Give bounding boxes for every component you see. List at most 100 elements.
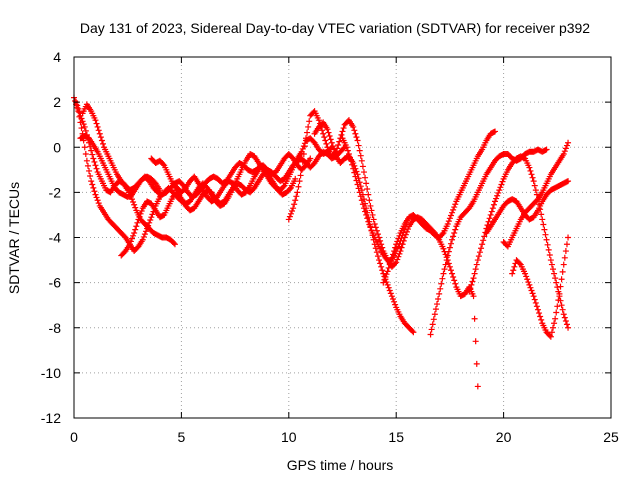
data-point-marker — [147, 217, 154, 224]
data-point-marker — [307, 155, 314, 162]
data-point-marker — [369, 211, 376, 218]
data-point-marker — [548, 261, 555, 268]
data-point-marker — [285, 216, 292, 223]
data-point-marker — [450, 206, 457, 213]
y-tick-label: -2 — [49, 184, 62, 200]
data-point-marker — [367, 202, 374, 209]
grid-lines — [74, 57, 611, 418]
data-point-marker — [89, 151, 96, 158]
data-point-marker — [542, 231, 549, 238]
data-point-marker — [473, 261, 480, 268]
data-point-marker — [291, 201, 298, 208]
data-point-marker — [137, 210, 144, 217]
data-point-marker — [452, 226, 459, 233]
data-point-marker — [526, 164, 533, 171]
data-point-marker — [561, 314, 568, 321]
data-point-marker — [523, 273, 530, 280]
data-point-marker — [362, 208, 369, 215]
data-point-marker — [395, 253, 402, 260]
data-point-marker — [319, 127, 326, 134]
data-point-marker — [384, 268, 391, 275]
data-point-marker — [356, 189, 363, 196]
x-axis-tick-labels: 0 5 10 15 20 25 — [70, 429, 619, 445]
data-point-marker — [427, 331, 434, 338]
data-point-marker — [543, 236, 550, 243]
data-point-marker — [393, 241, 400, 248]
data-point-marker — [533, 303, 540, 310]
data-point-marker — [439, 275, 446, 282]
data-point-marker — [525, 279, 532, 286]
data-point-marker — [94, 197, 101, 204]
data-point-marker — [293, 193, 300, 200]
data-point-marker — [351, 127, 358, 134]
data-point-marker — [558, 302, 565, 309]
data-point-marker — [531, 296, 538, 303]
data-point-marker — [490, 201, 497, 208]
data-point-marker — [479, 241, 486, 248]
data-point-marker — [339, 128, 346, 135]
data-point-marker — [440, 245, 447, 252]
data-point-marker — [471, 315, 478, 322]
data-point-marker — [530, 178, 537, 185]
data-point-marker — [301, 143, 308, 150]
data-point-marker — [450, 233, 457, 240]
data-point-marker — [380, 279, 387, 286]
y-tick-label: 0 — [53, 139, 61, 155]
data-point-marker — [447, 240, 454, 247]
data-point-marker — [374, 231, 381, 238]
data-point-marker — [522, 270, 529, 277]
data-point-marker — [429, 321, 436, 328]
data-point-marker — [530, 293, 537, 300]
data-point-marker — [138, 207, 145, 214]
data-point-marker — [80, 121, 87, 128]
data-point-marker — [94, 123, 101, 130]
data-point-marker — [511, 263, 518, 270]
data-point-marker — [91, 158, 98, 165]
data-point-marker — [445, 260, 452, 267]
data-point-marker — [300, 151, 307, 158]
data-point-marker — [539, 216, 546, 223]
data-point-marker — [560, 261, 567, 268]
data-point-marker — [536, 310, 543, 317]
data-point-marker — [562, 145, 569, 152]
data-point-marker — [331, 149, 338, 156]
data-point-marker — [344, 147, 351, 154]
data-point-marker — [148, 214, 155, 221]
data-point-marker — [548, 329, 555, 336]
data-point-marker — [96, 130, 103, 137]
data-point-marker — [141, 231, 148, 238]
data-point-marker — [170, 240, 177, 247]
data-point-marker — [377, 260, 384, 267]
data-point-marker — [287, 210, 294, 217]
y-tick-label: 4 — [53, 49, 61, 65]
data-point-marker — [334, 145, 341, 152]
data-point-marker — [430, 316, 437, 323]
data-point-marker — [98, 137, 105, 144]
data-point-marker — [347, 154, 354, 161]
data-point-marker — [470, 293, 477, 300]
data-point-marker — [396, 232, 403, 239]
data-point-marker — [561, 148, 568, 155]
data-point-marker — [327, 136, 334, 143]
data-point-marker — [538, 316, 545, 323]
data-point-marker — [149, 211, 156, 218]
x-axis-title: GPS time / hours — [287, 457, 394, 473]
data-point-marker — [392, 301, 399, 308]
data-point-marker — [374, 253, 381, 260]
data-point-marker — [438, 280, 445, 287]
data-point-marker — [325, 129, 332, 136]
y-tick-label: -10 — [41, 365, 61, 381]
x-tick-label: 25 — [603, 429, 619, 445]
data-point-marker — [434, 301, 441, 308]
series-track-14 — [483, 178, 572, 236]
data-point-marker — [364, 185, 371, 192]
data-point-marker — [561, 254, 568, 261]
data-point-marker — [443, 257, 450, 264]
data-point-marker — [528, 171, 535, 178]
data-point-marker — [475, 253, 482, 260]
data-point-marker — [395, 235, 402, 242]
data-point-marker — [355, 142, 362, 149]
x-tick-label: 15 — [388, 429, 404, 445]
data-point-marker — [81, 144, 88, 151]
